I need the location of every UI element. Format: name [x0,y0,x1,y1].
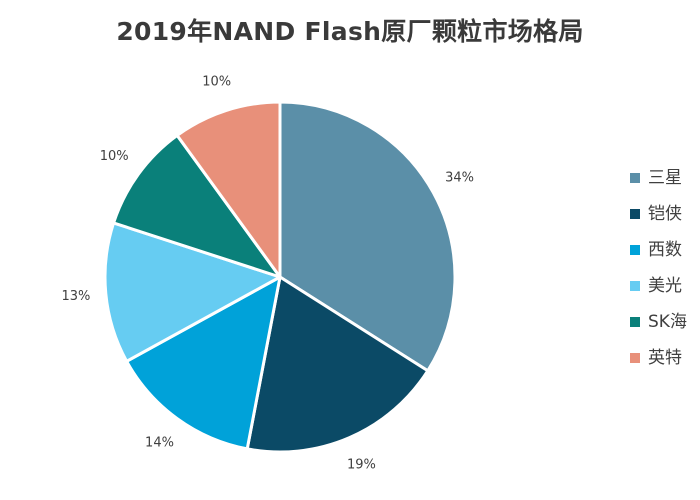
legend-swatch-4 [630,317,640,327]
legend-swatch-0 [630,173,640,183]
legend-item-5: 英特 [630,348,682,368]
legend-swatch-2 [630,245,640,255]
legend-swatch-3 [630,281,640,291]
slice-label-4: 10% [100,149,129,164]
legend-swatch-5 [630,353,640,363]
legend-label-2: 西数 [648,240,682,260]
legend-label-3: 美光 [648,276,682,296]
slice-label-3: 13% [61,289,90,304]
chart-title: 2019年NAND Flash原厂颗粒市场格局 [116,17,584,46]
legend-item-2: 西数 [630,240,682,260]
slice-label-5: 10% [202,75,231,90]
pie-slice-5 [175,100,282,279]
legend-item-3: 美光 [630,276,682,296]
slice-label-2: 14% [145,435,174,450]
pie-slice-2 [125,275,282,451]
legend-label-1: 铠侠 [648,204,682,224]
pie-slices [103,100,457,454]
slice-label-1: 19% [347,458,376,473]
legend-label-5: 英特 [648,348,682,368]
pie-slice-4 [112,133,282,279]
legend-label-4: SK海 [648,312,687,332]
pie-labels: 34% 19% 14% 13% 10% 10% [61,75,474,473]
pie-slice-1 [245,275,430,454]
pie-slice-3 [103,221,282,363]
legend-item-0: 三星 [630,168,682,188]
legend-label-0: 三星 [648,168,682,188]
legend-swatch-1 [630,209,640,219]
slice-label-0: 34% [445,171,474,186]
legend-item-4: SK海 [630,312,687,332]
legend-item-1: 铠侠 [630,204,682,224]
